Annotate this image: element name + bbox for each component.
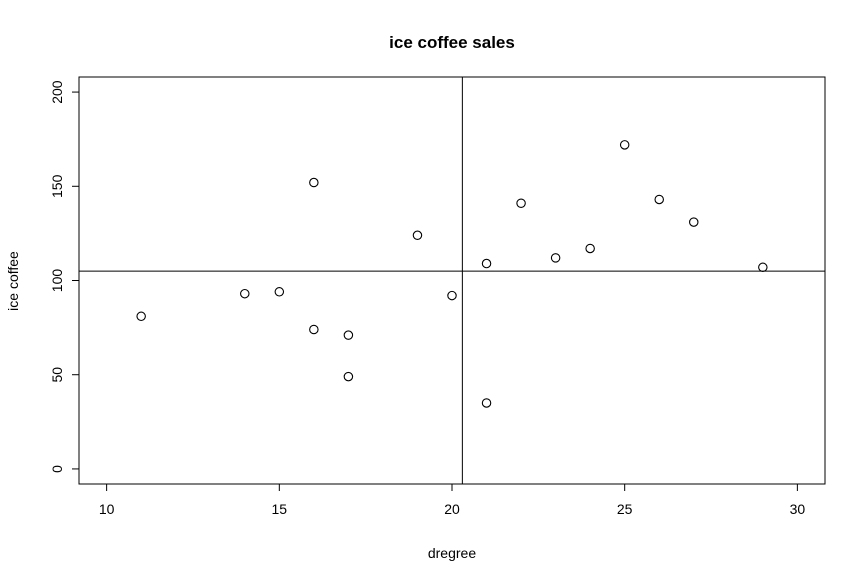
data-point	[619, 140, 630, 150]
data-point	[481, 258, 492, 269]
x-tick-label: 10	[99, 501, 115, 517]
y-axis: 0 50 100 150 200	[49, 80, 80, 473]
reference-lines	[79, 77, 825, 484]
x-tick-label: 20	[444, 501, 460, 517]
data-point	[585, 243, 595, 254]
data-point	[758, 262, 768, 273]
data-point	[550, 253, 561, 263]
chart-title: ice coffee sales	[389, 33, 515, 52]
y-tick-label: 200	[49, 80, 65, 104]
data-point	[136, 311, 146, 322]
data-point	[274, 287, 285, 297]
plot-frame	[78, 76, 826, 485]
x-axis: 10 15 20 25 30	[99, 483, 806, 517]
data-point	[343, 330, 354, 340]
y-tick-label: 50	[49, 367, 65, 383]
x-tick-label: 30	[790, 501, 806, 517]
y-tick-label: 0	[49, 465, 65, 473]
y-axis-label: ice coffee	[5, 251, 21, 311]
x-tick-label: 25	[617, 501, 633, 517]
data-point	[481, 398, 492, 408]
data-point	[240, 288, 250, 299]
y-tick-label: 100	[49, 269, 65, 293]
data-point	[447, 290, 457, 301]
data-point	[689, 217, 699, 227]
data-point	[516, 198, 526, 208]
y-tick-label: 150	[49, 174, 65, 198]
x-axis-label: dregree	[428, 545, 476, 561]
x-tick-label: 15	[272, 501, 288, 517]
data-point	[412, 230, 423, 241]
data-point	[343, 371, 354, 382]
data-point	[309, 324, 319, 335]
data-points	[136, 140, 768, 408]
data-point	[654, 194, 664, 205]
data-point	[309, 177, 319, 188]
